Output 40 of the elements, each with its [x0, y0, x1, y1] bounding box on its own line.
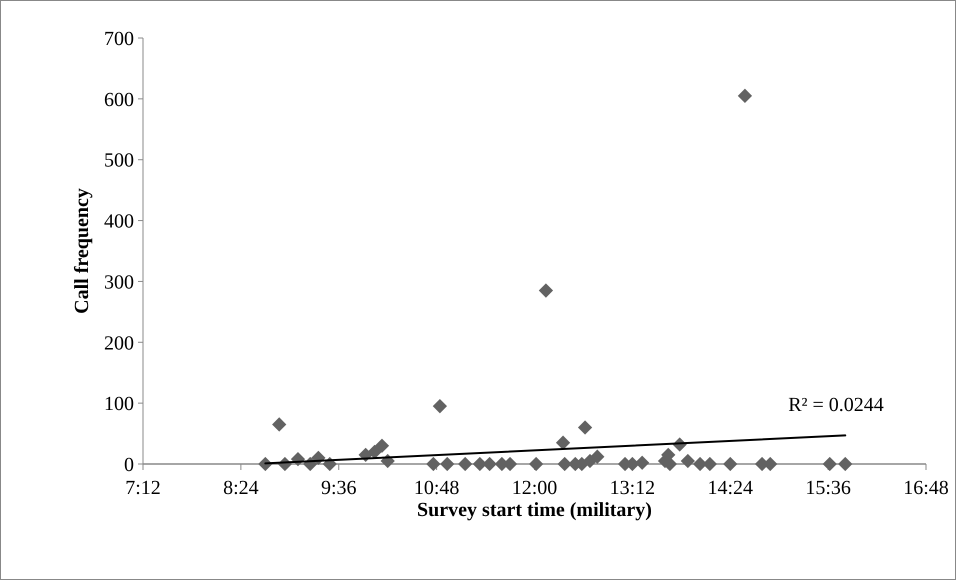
x-axis-title: Survey start time (military)	[417, 499, 652, 521]
y-tick-label: 400	[104, 210, 134, 233]
y-tick-label: 600	[104, 88, 134, 111]
point	[558, 456, 572, 472]
point	[635, 456, 650, 470]
point	[368, 444, 382, 459]
annotation: R² = 0.0244	[788, 394, 884, 416]
point	[822, 456, 837, 472]
x-tick-label: 16:48	[903, 477, 949, 499]
point	[680, 454, 695, 468]
x-tick-label: 15:36	[805, 477, 851, 499]
point	[272, 417, 286, 432]
y-tick-label: 700	[104, 28, 134, 50]
point	[528, 456, 544, 472]
point	[590, 450, 604, 464]
y-tick-label: 500	[104, 150, 134, 172]
point	[738, 88, 752, 103]
point	[432, 399, 448, 414]
point	[838, 456, 852, 472]
point	[458, 456, 472, 472]
point	[556, 436, 570, 450]
x-tick-label: 7:12	[125, 477, 161, 499]
y-tick-label: 0	[124, 454, 134, 476]
point	[426, 456, 440, 472]
point	[482, 456, 497, 472]
y-tick-label: 100	[104, 393, 134, 416]
x-tick-label: 14:24	[707, 477, 754, 499]
x-tick-label: 10:48	[414, 477, 460, 499]
point	[578, 420, 592, 435]
point	[440, 456, 454, 472]
y-axis-title: Call frequency	[71, 188, 93, 314]
point	[374, 438, 390, 453]
x-tick-label: 13:12	[610, 477, 656, 499]
point	[538, 283, 554, 298]
y-tick-label: 200	[104, 332, 134, 354]
x-tick-label: 8:24	[223, 477, 259, 499]
x-tick-label: 9:36	[320, 477, 357, 499]
x-tick-label: 12:00	[512, 477, 558, 499]
y-tick-label: 300	[104, 271, 134, 294]
point	[723, 456, 738, 472]
